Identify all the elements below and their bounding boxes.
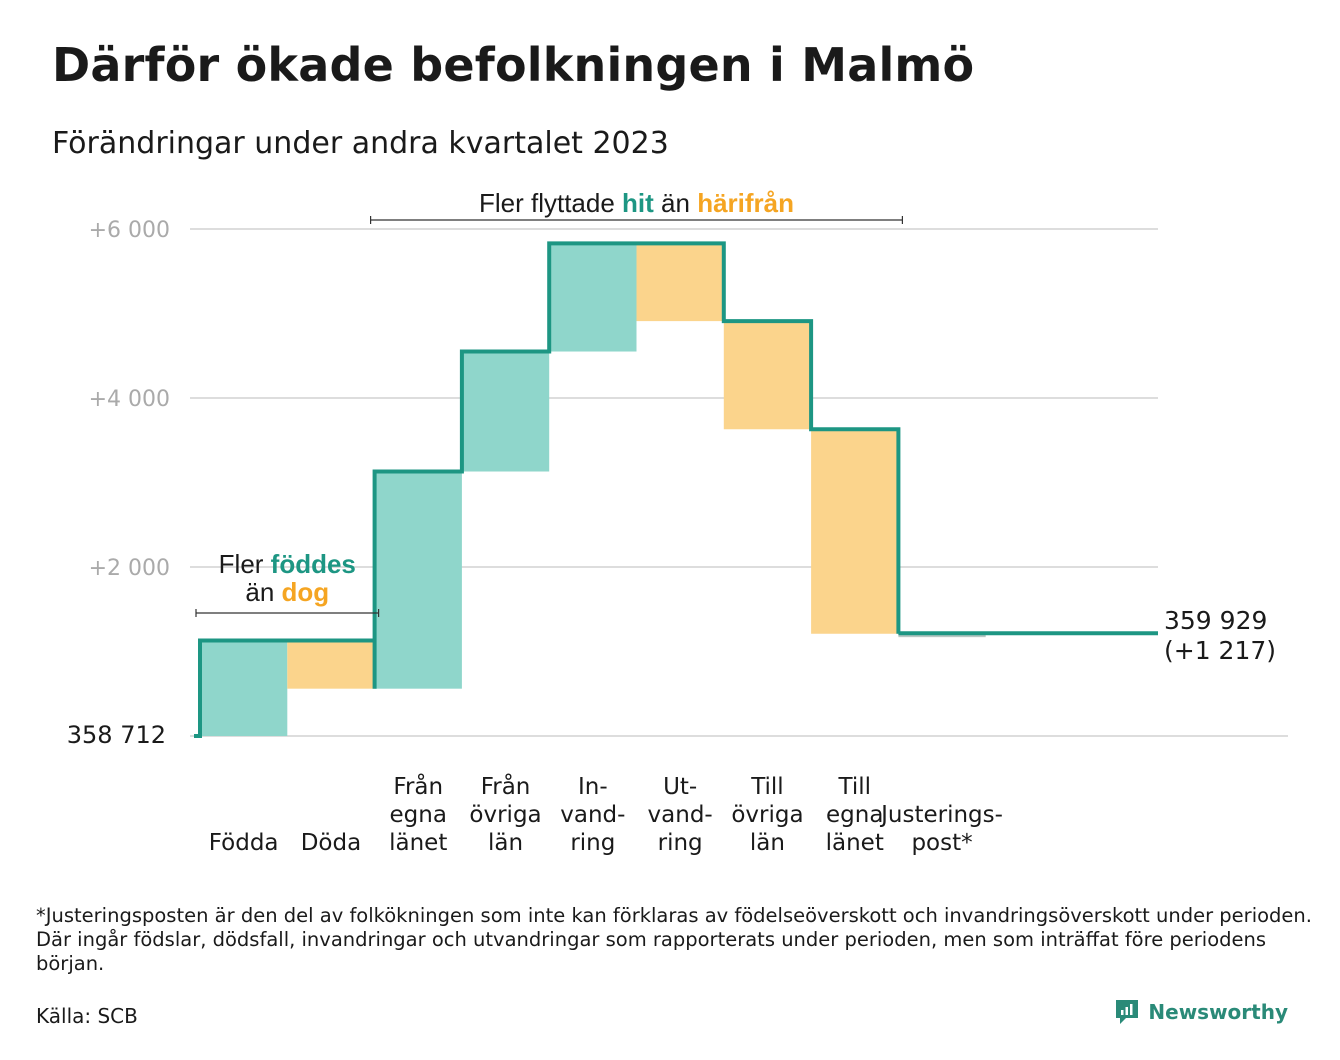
end-value-label: 359 929 [1164, 606, 1267, 635]
page-subtitle: Förändringar under andra kvartalet 2023 [52, 126, 669, 161]
category-label: Ut-vand-ring [648, 774, 713, 856]
bars [200, 243, 986, 736]
category-label: Till egna länet [826, 774, 884, 856]
step-line-group [194, 241, 1158, 738]
bar [811, 429, 899, 634]
page-title: Därför ökade befolkningen i Malmö [52, 38, 975, 92]
footnote: *Justeringsposten är den del av folkökni… [36, 904, 1312, 975]
grid-lines [190, 228, 1288, 737]
y-tick-label: +4 000 [89, 387, 170, 412]
annotation-text: Fler föddes [219, 549, 356, 579]
step-line [194, 241, 1158, 738]
category-label: Födda [209, 830, 279, 856]
source-note: Källa: SCB [36, 1004, 138, 1028]
bar [200, 640, 288, 736]
category-label: Från egna länet [389, 772, 447, 856]
brand-name: Newsworthy [1148, 1000, 1288, 1024]
waterfall-chart: +2 000 +4 000 +6 000 358 712 359 929(+1 217)… [67, 188, 1288, 856]
bar [549, 243, 637, 352]
brand: Newsworthy [1114, 998, 1288, 1026]
annotation-text: än dog [245, 577, 329, 607]
category-label: In-vand-ring [560, 774, 625, 856]
y-tick-label: +2 000 [89, 556, 170, 581]
newsworthy-logo-icon [1116, 1000, 1139, 1024]
bar [374, 471, 462, 689]
category-label: Döda [301, 830, 361, 856]
y-axis-ticks: +2 000 +4 000 +6 000 358 712 359 929(+1 217) [67, 218, 1276, 749]
category-label: Från övriga län [469, 772, 541, 856]
annotation-text: Fler flyttade hit än härifrån [479, 188, 794, 218]
start-value-label: 358 712 [67, 721, 166, 749]
category-label: Justerings-post* [879, 802, 1003, 856]
y-tick-label: +6 000 [89, 218, 170, 243]
bar [636, 243, 724, 322]
bar [461, 351, 550, 472]
end-change-label: (+1 217) [1164, 636, 1276, 665]
bar [723, 321, 812, 430]
category-labels: Födda Döda Från egna länet Från övriga län In-va… [209, 772, 1003, 856]
category-label: Till övriga län [731, 774, 803, 856]
bar [287, 640, 375, 689]
